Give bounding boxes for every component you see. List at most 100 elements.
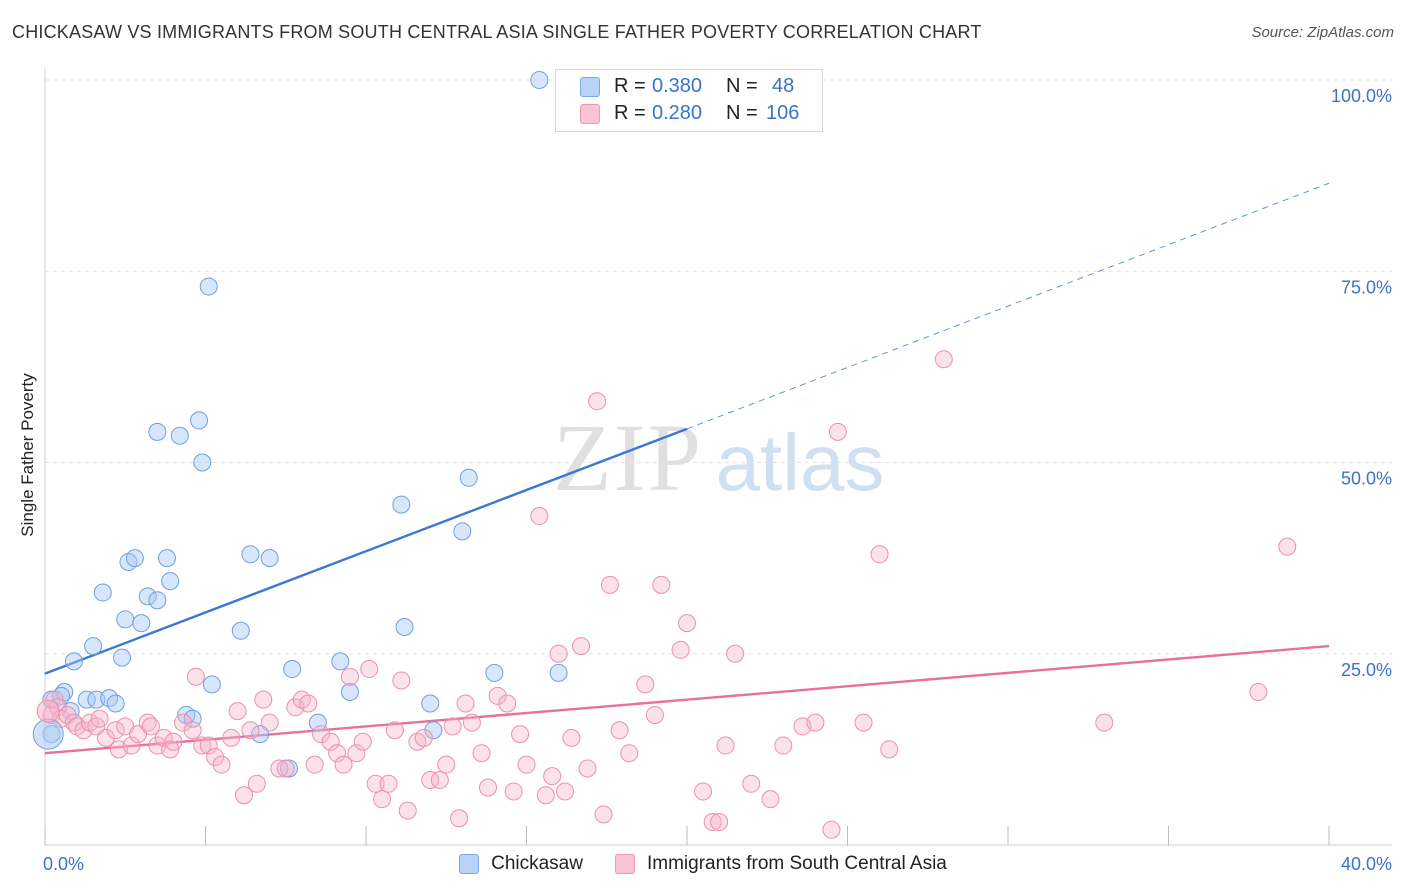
x-tick-label: 0.0% [43, 854, 84, 874]
immigrants-point [726, 644, 745, 663]
chickasaw-point [116, 610, 135, 629]
series-legend: Chickasaw Immigrants from South Central … [0, 850, 1406, 878]
immigrants-point [360, 660, 379, 679]
chickasaw-point [241, 545, 260, 564]
n-label: N = [726, 75, 758, 97]
immigrants-point [588, 392, 607, 411]
immigrants-point [235, 786, 254, 805]
n-label: N = [726, 102, 758, 124]
immigrants-point [1278, 537, 1297, 556]
chickasaw-point [77, 690, 96, 709]
chickasaw-point [148, 591, 167, 610]
immigrants-point [462, 713, 481, 732]
immigrants-point [1095, 713, 1114, 732]
immigrants-point [228, 702, 247, 721]
chart-source: Source: ZipAtlas.com [1251, 24, 1394, 41]
immigrants-point [504, 782, 523, 801]
watermark: ZIP atlas [553, 404, 884, 511]
immigrants-point [572, 637, 591, 656]
immigrants-point [183, 721, 202, 740]
immigrants-point [556, 782, 575, 801]
legend-label-chickasaw: Chickasaw [491, 853, 583, 874]
immigrants-point [212, 755, 231, 774]
immigrants-point [414, 728, 433, 747]
immigrants-point [260, 713, 279, 732]
scatter-points [32, 71, 1297, 839]
immigrants-point [437, 755, 456, 774]
watermark-zip: ZIP [553, 404, 703, 511]
immigrants-point [106, 721, 125, 740]
immigrants-point [710, 813, 729, 832]
immigrants-point [199, 736, 218, 755]
chickasaw-point [395, 617, 414, 636]
immigrants-point [880, 740, 899, 759]
immigrants-point [536, 786, 555, 805]
chickasaw-point [424, 721, 443, 740]
immigrants-point [154, 728, 173, 747]
r-label: R = [614, 102, 646, 124]
immigrants-point [636, 675, 655, 694]
immigrants-point [186, 667, 205, 686]
immigrants-point [645, 705, 664, 724]
chickasaw-point [202, 675, 221, 694]
chickasaw-point [308, 713, 327, 732]
immigrants-point [594, 805, 613, 824]
immigrants-point [456, 694, 475, 713]
chickasaw-point [106, 694, 125, 713]
chickasaw-point [113, 648, 132, 667]
immigrants-point [652, 575, 671, 594]
chickasaw-point [331, 652, 350, 671]
immigrants-point [305, 755, 324, 774]
n-value: 48 [772, 75, 795, 97]
immigrants-point [334, 755, 353, 774]
legend-item-immigrants: Immigrants from South Central Asia [614, 853, 947, 875]
y-tick-label: 25.0% [1341, 660, 1392, 680]
chickasaw-point [421, 694, 440, 713]
immigrants-point [276, 759, 295, 778]
x-tick-label: 40.0% [1341, 854, 1392, 874]
chickasaw-point [231, 621, 250, 640]
chickasaw-point [453, 522, 472, 541]
immigrants-point [430, 770, 449, 789]
immigrants-point [511, 725, 530, 744]
immigrants-point [716, 736, 735, 755]
r-value: 0.280 [652, 102, 703, 124]
chickasaw-point [199, 277, 218, 296]
tick-labels: 25.0% 50.0% 75.0% 100.0% 0.0% 40.0% [43, 86, 1392, 874]
immigrants-point [270, 759, 289, 778]
immigrants-point [122, 736, 141, 755]
y-tick-label: 75.0% [1341, 277, 1392, 297]
stats-legend: R = 0.380 N = 48 R = 0.280 N = 106 [555, 69, 823, 132]
immigrants-point [321, 732, 340, 751]
immigrants-point [299, 694, 318, 713]
immigrants-point [600, 575, 619, 594]
chickasaw-point [87, 690, 106, 709]
immigrants-trend-line [44, 644, 1330, 755]
immigrants-point [379, 774, 398, 793]
chickasaw-point [530, 71, 549, 89]
chickasaw-point [193, 453, 212, 472]
immigrants-point [193, 736, 212, 755]
immigrants-point [353, 732, 372, 751]
legend-label-immigrants: Immigrants from South Central Asia [646, 853, 947, 874]
immigrants-point [703, 813, 722, 832]
immigrants-point [328, 744, 347, 763]
chickasaw-point [32, 718, 64, 750]
gridlines [45, 79, 1392, 655]
immigrants-point [806, 713, 825, 732]
chickasaw-point [459, 468, 478, 487]
y-tick-label: 100.0% [1331, 86, 1392, 106]
immigrants-point [578, 759, 597, 778]
chickasaw-legend-swatch [459, 854, 480, 874]
immigrants-point [1249, 683, 1268, 701]
chickasaw-point [84, 637, 103, 656]
immigrants-point [443, 717, 462, 736]
immigrants-point [347, 744, 366, 763]
immigrants-point [392, 671, 411, 690]
chickasaw-point [283, 660, 302, 679]
axes [44, 68, 1392, 846]
chickasaw-point [170, 426, 189, 445]
immigrants-point [678, 614, 696, 633]
n-value: 106 [766, 102, 800, 124]
